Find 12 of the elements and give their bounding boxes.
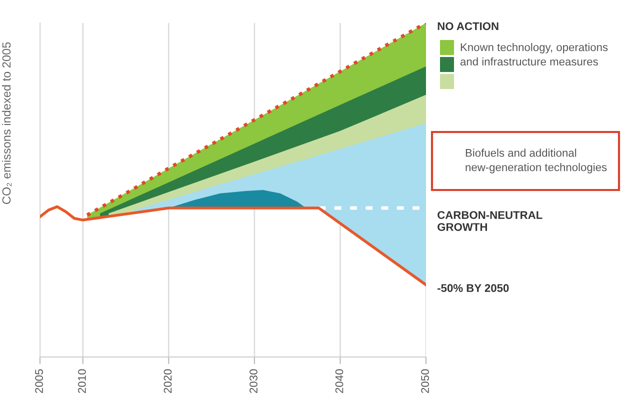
x-tick-label: 2050 [421, 369, 429, 393]
y-axis-title: CO₂ emissons indexed to 2005 [2, 42, 12, 204]
series-label: CARBON-NEUTRAL GROWTH [438, 211, 542, 231]
x-tick-label: 2040 [335, 369, 344, 393]
series-label: NO ACTION [438, 22, 498, 30]
text: Biofuels and additional new-generation technologies [466, 148, 607, 174]
x-tick-label: 2005 [35, 369, 43, 393]
x-tick-label: 2010 [78, 369, 86, 393]
legend-label: Known technology, operations and infrastructure measures [460, 43, 608, 66]
x-tick-label: 2030 [250, 369, 258, 393]
x-tick-label: 2020 [164, 369, 172, 393]
series-label: -50% BY 2050 [438, 284, 509, 292]
